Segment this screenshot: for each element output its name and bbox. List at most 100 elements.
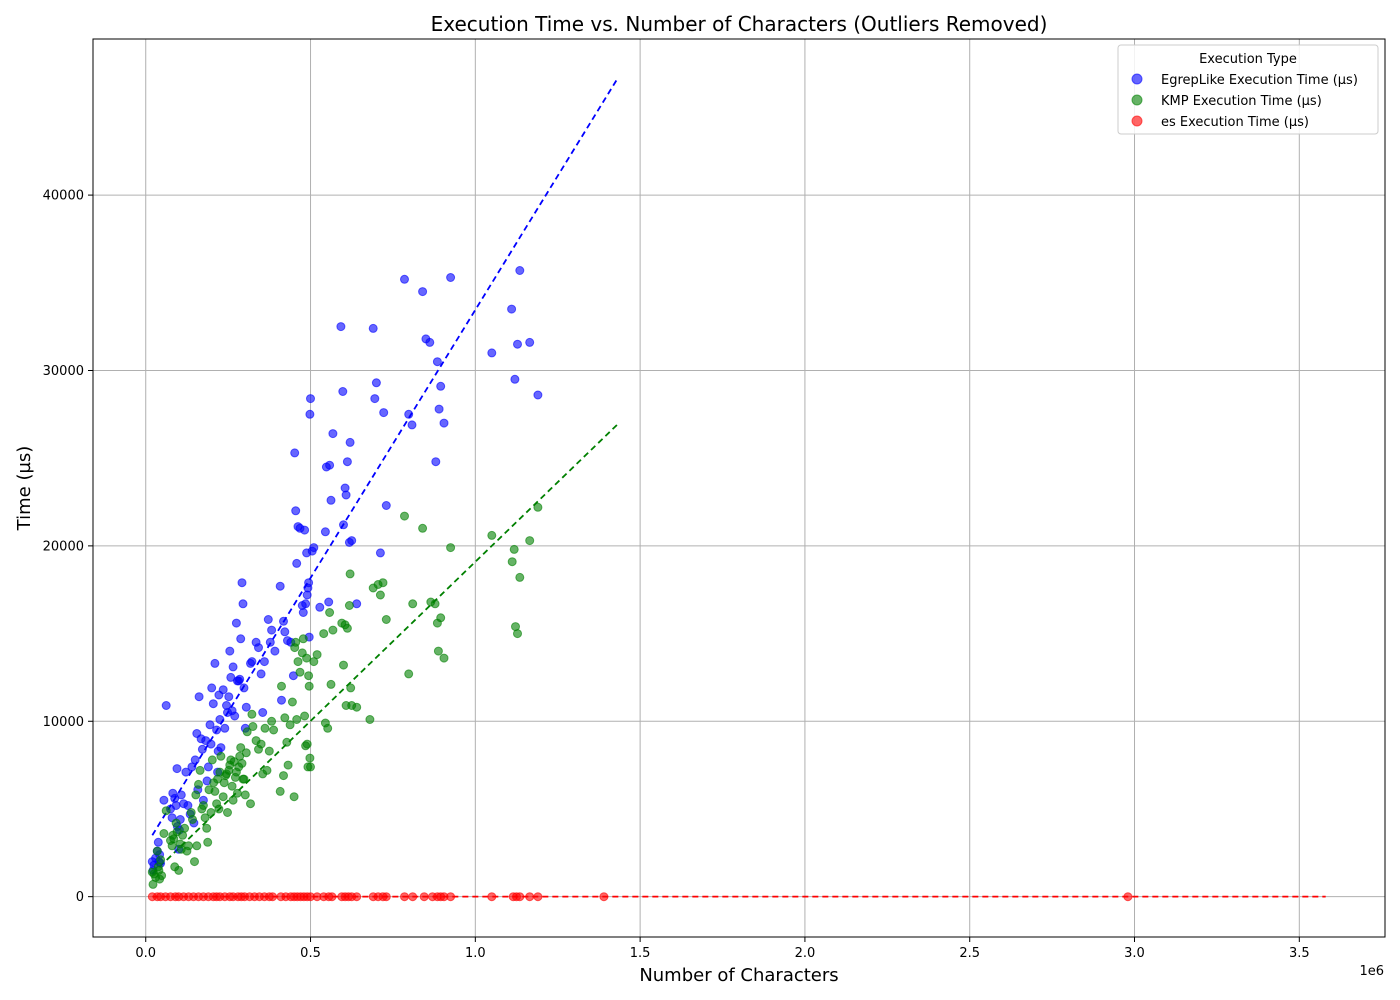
data-point-egreplike xyxy=(172,764,182,774)
legend-label-es: es Execution Time (µs) xyxy=(1161,115,1309,130)
data-point-kmp xyxy=(339,660,348,670)
data-point-egreplike xyxy=(247,657,257,667)
data-point-es xyxy=(327,892,337,902)
x-tick-label: 3.0 xyxy=(1124,946,1145,961)
series-es xyxy=(147,892,1133,902)
data-point-egreplike xyxy=(176,790,186,800)
data-point-kmp xyxy=(304,671,314,681)
data-point-kmp xyxy=(236,743,246,753)
data-point-egreplike xyxy=(425,337,435,347)
data-point-kmp xyxy=(282,737,292,747)
data-point-egreplike xyxy=(404,409,414,419)
data-point-egreplike xyxy=(315,602,325,612)
legend-marker-kmp xyxy=(1131,94,1143,106)
data-point-egreplike xyxy=(203,762,213,772)
data-point-kmp xyxy=(161,806,171,816)
data-point-egreplike xyxy=(238,599,248,609)
data-point-egreplike xyxy=(197,744,207,754)
plot-frame xyxy=(92,38,1386,938)
data-point-kmp xyxy=(430,599,440,609)
data-point-egreplike xyxy=(370,394,380,404)
data-point-egreplike xyxy=(339,520,348,530)
data-point-kmp xyxy=(190,857,199,867)
data-point-kmp xyxy=(156,855,166,865)
data-point-es xyxy=(381,892,391,902)
data-point-kmp xyxy=(381,615,391,624)
data-point-egreplike xyxy=(194,692,204,702)
x-axis-offset-label: 1e6 xyxy=(1359,964,1384,979)
data-point-kmp xyxy=(507,557,517,567)
data-point-egreplike xyxy=(326,495,336,505)
data-point-kmp xyxy=(446,543,456,553)
data-point-egreplike xyxy=(216,743,226,753)
y-tick-label: 30000 xyxy=(43,364,84,379)
data-points xyxy=(147,266,1133,902)
data-point-es xyxy=(400,892,409,902)
data-point-kmp xyxy=(319,629,329,639)
data-point-kmp xyxy=(515,572,525,582)
data-point-egreplike xyxy=(341,490,351,500)
grid xyxy=(93,39,1385,937)
data-point-egreplike xyxy=(525,337,535,347)
data-point-egreplike xyxy=(280,627,290,637)
data-point-egreplike xyxy=(306,394,315,404)
data-point-es xyxy=(446,892,456,902)
x-tick-label: 2.5 xyxy=(959,946,980,961)
x-tick-label: 0.5 xyxy=(300,946,321,961)
data-point-kmp xyxy=(157,871,167,881)
x-tick-label: 0.0 xyxy=(135,946,156,961)
data-point-kmp xyxy=(247,709,257,719)
data-point-es xyxy=(599,892,609,902)
data-point-egreplike xyxy=(434,404,444,414)
data-point-kmp xyxy=(306,762,315,772)
data-point-egreplike xyxy=(290,448,300,458)
data-point-egreplike xyxy=(279,616,288,626)
data-point-egreplike xyxy=(510,374,520,384)
data-point-egreplike xyxy=(207,683,217,693)
data-point-egreplike xyxy=(220,723,230,733)
data-point-egreplike xyxy=(206,739,216,749)
data-point-kmp xyxy=(232,788,242,798)
data-point-egreplike xyxy=(292,558,302,568)
data-point-egreplike xyxy=(381,501,391,510)
data-point-egreplike xyxy=(507,304,517,314)
data-point-egreplike xyxy=(379,408,389,418)
data-point-kmp xyxy=(328,625,338,635)
data-point-kmp xyxy=(291,637,301,647)
data-point-kmp xyxy=(171,818,181,828)
data-point-kmp xyxy=(345,569,355,579)
data-point-kmp xyxy=(378,578,388,588)
y-tick-label: 0 xyxy=(76,890,84,905)
data-point-egreplike xyxy=(171,801,181,810)
y-axis-label: Time (µs) xyxy=(14,446,35,532)
data-point-egreplike xyxy=(298,608,308,617)
data-point-kmp xyxy=(240,790,250,800)
data-point-kmp xyxy=(218,792,228,802)
data-point-kmp xyxy=(264,746,274,756)
data-point-egreplike xyxy=(235,674,245,684)
data-point-egreplike xyxy=(446,273,456,282)
data-point-egreplike xyxy=(533,390,543,400)
data-point-egreplike xyxy=(190,755,200,765)
data-point-kmp xyxy=(269,725,279,735)
data-point-kmp xyxy=(192,841,202,851)
data-point-kmp xyxy=(159,829,169,838)
data-point-kmp xyxy=(275,786,285,796)
data-point-egreplike xyxy=(304,578,314,588)
data-point-kmp xyxy=(400,511,409,521)
data-point-kmp xyxy=(533,502,543,512)
data-point-kmp xyxy=(305,753,315,763)
data-point-kmp xyxy=(174,865,184,875)
data-point-kmp xyxy=(312,650,322,660)
data-point-egreplike xyxy=(418,287,428,297)
data-point-kmp xyxy=(302,653,312,663)
data-point-egreplike xyxy=(270,646,280,656)
data-point-egreplike xyxy=(305,409,315,419)
data-point-egreplike xyxy=(352,599,362,609)
y-axis-ticks: 0 10000 20000 30000 40000 xyxy=(43,189,93,905)
data-point-egreplike xyxy=(407,420,417,430)
data-point-egreplike xyxy=(300,525,310,535)
data-point-egreplike xyxy=(301,599,311,609)
data-point-egreplike xyxy=(254,643,263,653)
